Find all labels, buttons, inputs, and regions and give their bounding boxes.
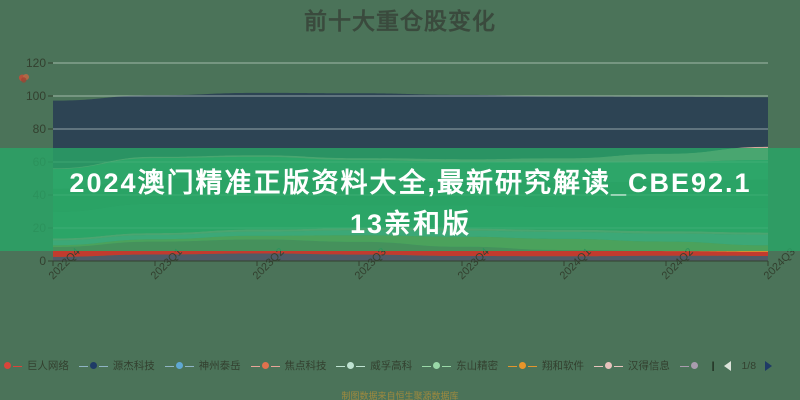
svg-text:100: 100 (26, 89, 46, 103)
svg-text:120: 120 (26, 56, 46, 70)
svg-text:0: 0 (39, 254, 46, 268)
svg-text:80: 80 (33, 122, 47, 136)
